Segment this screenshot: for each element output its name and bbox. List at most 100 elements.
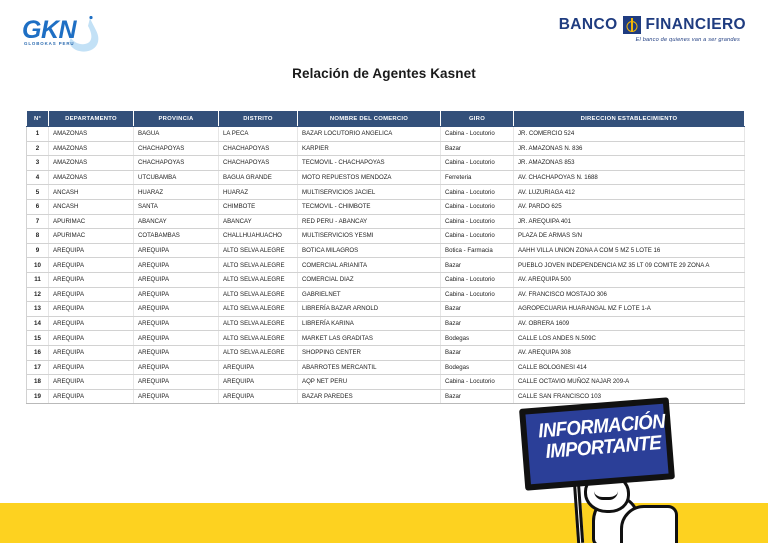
column-header-nombre-comercio: NOMBRE DEL COMERCIO — [297, 110, 441, 127]
cell-direccion: CALLE OCTAVIO MUÑOZ NAJAR 209-A — [513, 374, 745, 390]
cell-provincia: HUARAZ — [133, 184, 219, 200]
gkn-tagline: GLOBOKAS PERU — [24, 41, 75, 46]
cell-nombre-comercio: BAZAR PAREDES — [297, 389, 441, 405]
column-header-departamento: DEPARTAMENTO — [48, 110, 134, 127]
column-header-giro: GIRO — [440, 110, 514, 127]
cell-numero: 4 — [26, 170, 49, 186]
gkn-swoosh-icon — [69, 16, 99, 52]
cell-numero: 15 — [26, 330, 49, 346]
table-row: 13 AREQUIPA AREQUIPA ALTO SELVA ALEGRE LIBRE… — [26, 301, 745, 317]
cell-numero: 3 — [26, 155, 49, 171]
cell-numero: 1 — [26, 126, 49, 142]
cell-provincia: ABANCAY — [133, 214, 219, 230]
cell-distrito: CHIMBOTE — [218, 199, 298, 215]
cell-giro: Bazar — [440, 389, 514, 405]
cell-numero: 17 — [26, 360, 49, 376]
cell-numero: 14 — [26, 316, 49, 332]
important-info-sign: INFORMACIÓN IMPORTANTE — [519, 397, 675, 491]
cell-provincia: CHACHAPOYAS — [133, 141, 219, 157]
cell-departamento: AMAZONAS — [48, 126, 134, 142]
table-header: N° DEPARTAMENTO PROVINCIA DISTRITO NOMBR… — [26, 110, 745, 127]
cell-nombre-comercio: MULTISERVICIOS YESMI — [297, 228, 441, 244]
cell-nombre-comercio: GABRIELNET — [297, 287, 441, 303]
cell-giro: Bodegas — [440, 330, 514, 346]
cell-departamento: AREQUIPA — [48, 301, 134, 317]
cell-direccion: AV. AREQUIPA 308 — [513, 345, 745, 361]
cell-numero: 7 — [26, 214, 49, 230]
cell-nombre-comercio: RED PERU - ABANCAY — [297, 214, 441, 230]
cell-giro: Cabina - Locutorio — [440, 214, 514, 230]
cell-departamento: AREQUIPA — [48, 287, 134, 303]
cell-departamento: APURIMAC — [48, 228, 134, 244]
cell-departamento: AREQUIPA — [48, 389, 134, 405]
table-body: 1 AMAZONAS BAGUA LA PECA BAZAR LOCUTORIO ANG… — [26, 126, 745, 405]
cell-nombre-comercio: BOTICA MILAGROS — [297, 243, 441, 259]
table-row: 6 ANCASH SANTA CHIMBOTE TECMOVIL - CHIMBOTE C… — [26, 199, 745, 215]
cell-nombre-comercio: SHOPPING CENTER — [297, 345, 441, 361]
cell-direccion: AV. CHACHAPOYAS N. 1688 — [513, 170, 745, 186]
cell-provincia: AREQUIPA — [133, 243, 219, 259]
cell-giro: Ferreteria — [440, 170, 514, 186]
cell-distrito: HUARAZ — [218, 184, 298, 200]
cell-provincia: AREQUIPA — [133, 360, 219, 376]
cell-giro: Bazar — [440, 316, 514, 332]
table-row: 17 AREQUIPA AREQUIPA AREQUIPA ABARROTES MERC… — [26, 360, 745, 376]
cell-nombre-comercio: MULTISERVICIOS JACIEL — [297, 184, 441, 200]
cell-distrito: AREQUIPA — [218, 374, 298, 390]
table-row: 16 AREQUIPA AREQUIPA ALTO SELVA ALEGRE SHOPP… — [26, 345, 745, 361]
cell-distrito: ALTO SELVA ALEGRE — [218, 316, 298, 332]
sign-pole — [572, 480, 585, 543]
cell-nombre-comercio: MARKET LAS GRADITAS — [297, 330, 441, 346]
cell-provincia: AREQUIPA — [133, 316, 219, 332]
cell-numero: 12 — [26, 287, 49, 303]
cell-nombre-comercio: BAZAR LOCUTORIO ANGELICA — [297, 126, 441, 142]
cell-departamento: ANCASH — [48, 199, 134, 215]
cell-numero: 11 — [26, 272, 49, 288]
banco-tagline: El banco de quienes van a ser grandes — [635, 37, 740, 43]
sign-text: INFORMACIÓN IMPORTANTE — [531, 411, 673, 463]
table-row: 14 AREQUIPA AREQUIPA ALTO SELVA ALEGRE LIBRE… — [26, 316, 745, 332]
cell-departamento: AREQUIPA — [48, 243, 134, 259]
table-row: 9 AREQUIPA AREQUIPA ALTO SELVA ALEGRE BOTICA… — [26, 243, 745, 259]
cell-departamento: APURIMAC — [48, 214, 134, 230]
cell-numero: 6 — [26, 199, 49, 215]
cell-direccion: JR. COMERCIO 524 — [513, 126, 745, 142]
cell-numero: 10 — [26, 257, 49, 273]
cell-direccion: CALLE LOS ANDES N.509C — [513, 330, 745, 346]
cell-departamento: AREQUIPA — [48, 374, 134, 390]
table-row: 12 AREQUIPA AREQUIPA ALTO SELVA ALEGRE GABRI… — [26, 287, 745, 303]
gkn-logo: GKN GLOBOKAS PERU — [22, 14, 112, 56]
cell-giro: Cabina - Locutorio — [440, 374, 514, 390]
banco-word: BANCO — [558, 16, 618, 33]
cell-nombre-comercio: MOTO REPUESTOS MENDOZA — [297, 170, 441, 186]
cell-direccion: JR. AMAZONAS 853 — [513, 155, 745, 171]
cell-provincia: AREQUIPA — [133, 389, 219, 405]
cell-distrito: ALTO SELVA ALEGRE — [218, 301, 298, 317]
cell-departamento: AREQUIPA — [48, 316, 134, 332]
cell-direccion: JR. AMAZONAS N. 836 — [513, 141, 745, 157]
table-row: 15 AREQUIPA AREQUIPA ALTO SELVA ALEGRE MARKE… — [26, 330, 745, 346]
cell-nombre-comercio: KARPIER — [297, 141, 441, 157]
cell-giro: Bazar — [440, 345, 514, 361]
cell-distrito: ALTO SELVA ALEGRE — [218, 287, 298, 303]
cell-provincia: UTCUBAMBA — [133, 170, 219, 186]
cell-provincia: CHACHAPOYAS — [133, 155, 219, 171]
cell-direccion: AV. OBRERA 1609 — [513, 316, 745, 332]
cell-departamento: AREQUIPA — [48, 272, 134, 288]
table-row: 18 AREQUIPA AREQUIPA AREQUIPA AQP NET PERU Ca… — [26, 374, 745, 390]
cell-giro: Cabina - Locutorio — [440, 228, 514, 244]
table-row: 3 AMAZONAS CHACHAPOYAS CHACHAPOYAS TECMOVIL … — [26, 155, 745, 171]
table-row: 10 AREQUIPA AREQUIPA ALTO SELVA ALEGRE COMER… — [26, 257, 745, 273]
cell-distrito: ALTO SELVA ALEGRE — [218, 272, 298, 288]
cell-numero: 9 — [26, 243, 49, 259]
agents-table-container: N° DEPARTAMENTO PROVINCIA DISTRITO NOMBR… — [26, 110, 745, 405]
table-row: 5 ANCASH HUARAZ HUARAZ MULTISERVICIOS JACIEL… — [26, 184, 745, 200]
cell-direccion: AV. AREQUIPA 500 — [513, 272, 745, 288]
cell-distrito: CHACHAPOYAS — [218, 141, 298, 157]
cell-direccion: JR. AREQUIPA 401 — [513, 214, 745, 230]
cell-nombre-comercio: TECMOVIL - CHACHAPOYAS — [297, 155, 441, 171]
cell-distrito: ALTO SELVA ALEGRE — [218, 243, 298, 259]
cell-direccion: PLAZA DE ARMAS S/N — [513, 228, 745, 244]
cell-direccion: AV. LUZURIAGA 412 — [513, 184, 745, 200]
cell-numero: 19 — [26, 389, 49, 405]
